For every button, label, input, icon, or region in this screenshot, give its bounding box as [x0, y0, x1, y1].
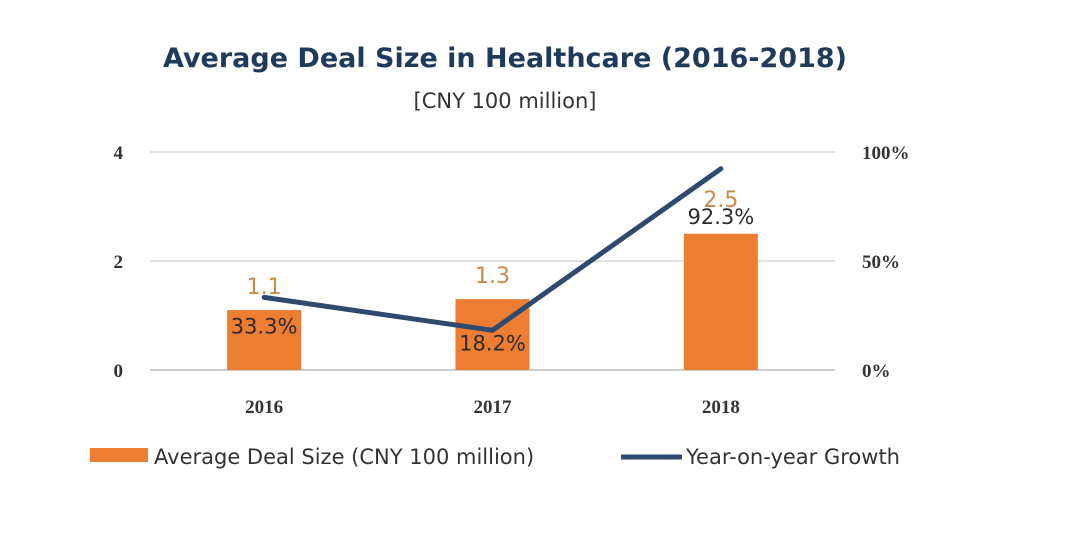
legend: Average Deal Size (CNY 100 million) Year… — [90, 445, 900, 469]
bars — [227, 233, 758, 370]
chart-title: Average Deal Size in Healthcare (2016-20… — [163, 43, 847, 74]
bar-value-label: 2.5 — [703, 188, 738, 213]
growth-value-label: 18.2% — [459, 331, 526, 355]
growth-point — [718, 166, 724, 172]
y-left-tick-label: 0 — [114, 361, 124, 382]
bar — [227, 310, 302, 370]
axis-ticks: 0 2 4 0% 50% 100% 2016 2017 2018 — [114, 143, 910, 418]
x-tick-label: 2018 — [702, 397, 740, 418]
x-tick-label: 2016 — [245, 397, 283, 418]
growth-point — [490, 327, 495, 333]
growth-value-label: 33.3% — [231, 314, 298, 338]
x-tick-label: 2017 — [474, 397, 513, 418]
y-left-tick-label: 4 — [114, 143, 124, 164]
bar-value-label: 1.1 — [247, 275, 282, 300]
y-left-tick-label: 2 — [114, 252, 124, 273]
legend-line-label: Year-on-year Growth — [685, 445, 900, 469]
growth-point — [261, 294, 267, 300]
chart-subtitle: [CNY 100 million] — [414, 89, 597, 113]
growth-line-group — [261, 166, 724, 333]
y-right-tick-label: 0% — [862, 361, 891, 382]
bar — [683, 233, 758, 370]
y-right-tick-label: 50% — [862, 252, 900, 273]
growth-value-label: 92.3% — [687, 205, 754, 229]
bar-value-label: 1.3 — [475, 264, 510, 289]
y-right-tick-label: 100% — [862, 143, 910, 164]
legend-bar-label: Average Deal Size (CNY 100 million) — [154, 445, 534, 469]
data-labels: 1.1 1.3 2.5 33.3% 18.2% 92.3% — [231, 188, 754, 356]
legend-bar-swatch — [90, 448, 148, 462]
